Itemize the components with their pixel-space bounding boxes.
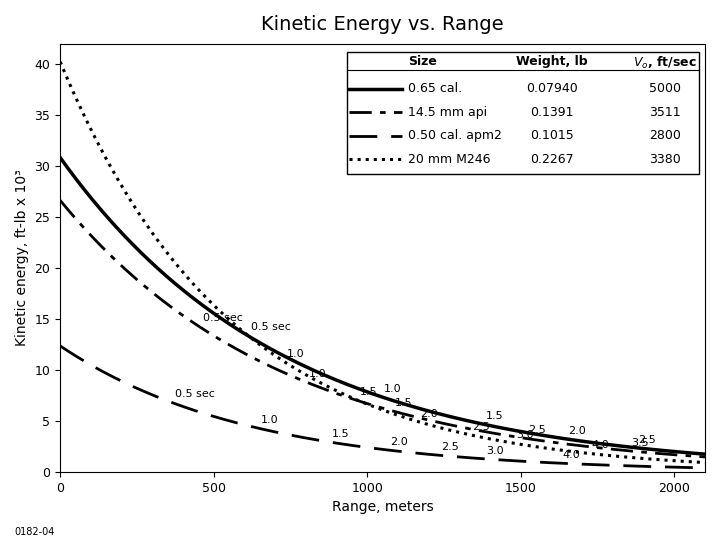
Text: 2.5: 2.5	[639, 435, 656, 445]
Text: 3.5: 3.5	[631, 438, 649, 448]
Text: 0.2267: 0.2267	[530, 153, 573, 166]
Text: 1.0: 1.0	[384, 383, 401, 394]
Text: 4.0: 4.0	[591, 441, 609, 450]
Text: 0.5 sec: 0.5 sec	[251, 322, 291, 332]
Text: Size: Size	[408, 55, 437, 68]
Y-axis label: Kinetic energy, ft-lb x 10³: Kinetic energy, ft-lb x 10³	[15, 170, 29, 346]
Text: 0182-04: 0182-04	[14, 526, 55, 537]
Text: 2.0: 2.0	[390, 437, 408, 447]
Text: 1.5: 1.5	[395, 398, 413, 408]
Text: 3.0: 3.0	[487, 446, 504, 456]
Text: 0.65 cal.: 0.65 cal.	[408, 82, 462, 96]
Text: 0.1015: 0.1015	[530, 130, 573, 143]
Bar	[347, 52, 698, 174]
Text: 20 mm M246: 20 mm M246	[408, 153, 491, 166]
Text: 2.5: 2.5	[472, 422, 490, 431]
Text: 1.0: 1.0	[261, 415, 279, 425]
Text: $V_o$, ft/sec: $V_o$, ft/sec	[633, 55, 697, 71]
Text: 4.0: 4.0	[562, 450, 580, 460]
Title: Kinetic Energy vs. Range: Kinetic Energy vs. Range	[261, 15, 504, 34]
Text: 2.0: 2.0	[420, 409, 438, 419]
Text: 0.5 sec: 0.5 sec	[175, 389, 215, 399]
Text: 1.0: 1.0	[309, 369, 326, 379]
Text: 3.0: 3.0	[516, 430, 534, 440]
Text: 0.5 sec: 0.5 sec	[202, 313, 243, 323]
Text: 14.5 mm api: 14.5 mm api	[408, 106, 487, 119]
Text: 1.5: 1.5	[360, 387, 378, 397]
X-axis label: Range, meters: Range, meters	[332, 500, 433, 514]
Text: 0.07940: 0.07940	[526, 82, 577, 96]
Text: 2.5: 2.5	[528, 426, 546, 435]
Text: Weight, lb: Weight, lb	[516, 55, 588, 68]
Text: 5000: 5000	[649, 82, 681, 96]
Text: 2800: 2800	[649, 130, 681, 143]
Text: 3511: 3511	[649, 106, 681, 119]
Text: 3380: 3380	[649, 153, 681, 166]
Text: 1.5: 1.5	[331, 429, 349, 439]
Text: 0.1391: 0.1391	[530, 106, 573, 119]
Text: 1.0: 1.0	[287, 348, 305, 359]
Text: 0.50 cal. apm2: 0.50 cal. apm2	[408, 130, 503, 143]
Text: 1.5: 1.5	[485, 411, 503, 421]
Text: 2.5: 2.5	[441, 442, 459, 452]
Text: 2.0: 2.0	[568, 426, 586, 436]
